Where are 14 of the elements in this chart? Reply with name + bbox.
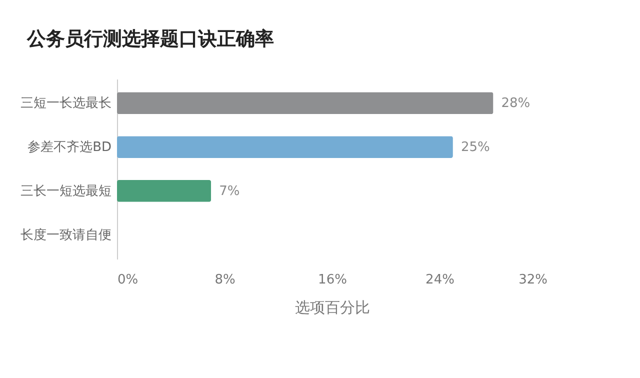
x-tick-label: 32%: [518, 272, 548, 288]
y-tick-label: 长度一致请自便: [20, 226, 112, 243]
x-tick-label: 0%: [118, 272, 138, 288]
data-label: 7%: [219, 184, 240, 199]
data-label: 25%: [460, 140, 490, 156]
x-axis-title: 选项百分比: [295, 298, 370, 316]
chart-title: 公务员行测选择题口诀正确率: [26, 28, 274, 50]
data-label: 28%: [501, 96, 530, 112]
y-tick-label: 参差不齐选BD: [28, 140, 112, 156]
x-tick-label: 8%: [214, 272, 236, 288]
y-tick-label: 三长一短选最短: [20, 184, 112, 199]
y-tick-label: 三短一长选最长: [20, 96, 112, 112]
x-tick-label: 16%: [318, 272, 347, 288]
x-tick-label: 24%: [426, 272, 454, 288]
